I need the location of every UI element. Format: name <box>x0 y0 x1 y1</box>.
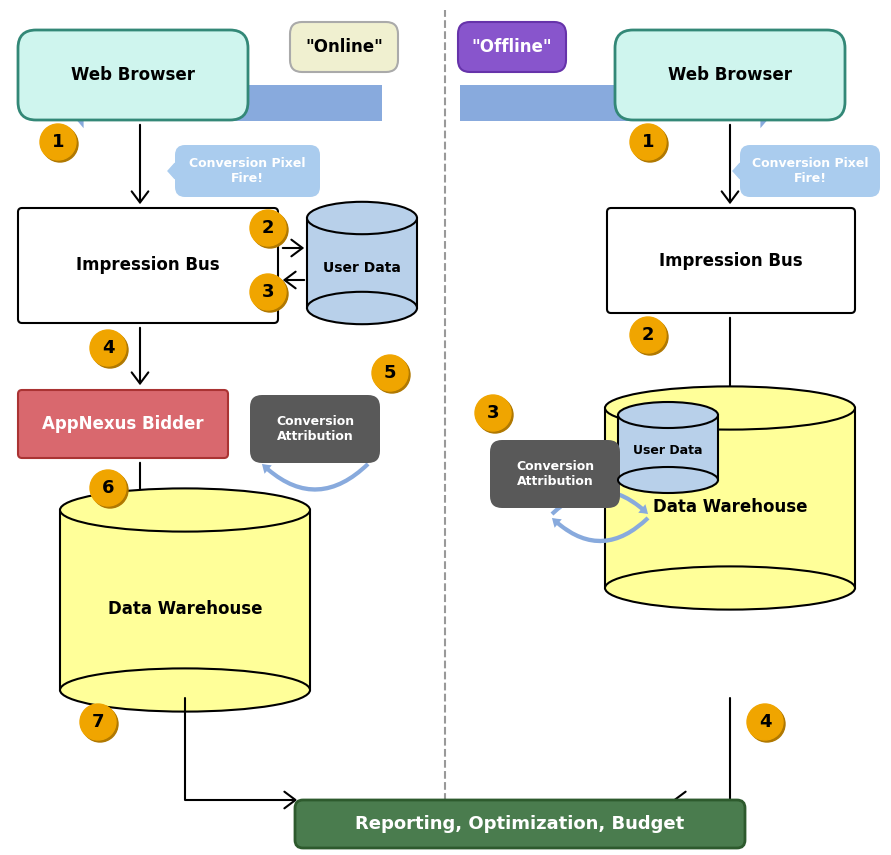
Text: Conversion
Attribution: Conversion Attribution <box>276 415 354 443</box>
Circle shape <box>632 126 668 162</box>
FancyBboxPatch shape <box>18 30 248 120</box>
Ellipse shape <box>60 488 310 532</box>
Circle shape <box>747 704 783 740</box>
Polygon shape <box>733 163 740 179</box>
FancyArrowPatch shape <box>552 516 650 543</box>
Circle shape <box>252 276 288 312</box>
Text: Conversion
Attribution: Conversion Attribution <box>516 460 594 488</box>
Text: Reporting, Optimization, Budget: Reporting, Optimization, Budget <box>356 815 684 833</box>
Polygon shape <box>62 78 382 128</box>
Text: 1: 1 <box>52 133 64 151</box>
Circle shape <box>40 124 76 160</box>
Circle shape <box>42 126 78 162</box>
Text: 5: 5 <box>384 364 396 382</box>
Ellipse shape <box>605 386 855 429</box>
Circle shape <box>630 317 666 353</box>
Text: Data Warehouse: Data Warehouse <box>108 600 262 618</box>
Circle shape <box>630 124 666 160</box>
Ellipse shape <box>60 669 310 711</box>
Text: 7: 7 <box>92 713 104 731</box>
Polygon shape <box>460 78 782 128</box>
Circle shape <box>749 706 785 742</box>
Text: "Online": "Online" <box>305 38 383 56</box>
Text: 4: 4 <box>102 339 114 357</box>
FancyBboxPatch shape <box>458 22 566 72</box>
Text: Impression Bus: Impression Bus <box>77 256 220 274</box>
Text: Web Browser: Web Browser <box>71 66 195 84</box>
Text: Conversion Pixel
Fire!: Conversion Pixel Fire! <box>189 157 306 185</box>
Ellipse shape <box>307 202 417 234</box>
FancyBboxPatch shape <box>490 440 620 508</box>
Text: User Data: User Data <box>323 261 401 274</box>
Circle shape <box>374 357 410 393</box>
Text: 2: 2 <box>642 326 654 344</box>
FancyBboxPatch shape <box>615 30 845 120</box>
Text: 2: 2 <box>262 219 274 237</box>
Polygon shape <box>618 415 718 480</box>
Text: 6: 6 <box>102 479 114 497</box>
Circle shape <box>90 470 126 506</box>
FancyArrowPatch shape <box>551 489 648 516</box>
Circle shape <box>477 397 513 433</box>
Polygon shape <box>168 163 175 179</box>
Circle shape <box>92 472 128 508</box>
Text: 3: 3 <box>262 283 274 301</box>
FancyArrowPatch shape <box>260 433 368 462</box>
FancyBboxPatch shape <box>175 145 320 197</box>
FancyBboxPatch shape <box>18 390 228 458</box>
Circle shape <box>92 332 128 368</box>
FancyBboxPatch shape <box>607 208 855 313</box>
Text: Web Browser: Web Browser <box>668 66 792 84</box>
Circle shape <box>82 706 118 742</box>
Circle shape <box>252 212 288 248</box>
Ellipse shape <box>307 292 417 324</box>
Circle shape <box>372 355 408 391</box>
Circle shape <box>250 274 286 310</box>
Text: 3: 3 <box>486 404 499 422</box>
Ellipse shape <box>618 402 718 428</box>
Polygon shape <box>605 408 855 588</box>
Text: "Offline": "Offline" <box>471 38 552 56</box>
Circle shape <box>80 704 116 740</box>
Text: Impression Bus: Impression Bus <box>659 251 803 269</box>
FancyBboxPatch shape <box>290 22 398 72</box>
FancyBboxPatch shape <box>740 145 880 197</box>
Text: 4: 4 <box>759 713 772 731</box>
Circle shape <box>475 395 511 431</box>
Text: Data Warehouse: Data Warehouse <box>653 498 807 516</box>
Polygon shape <box>307 218 417 308</box>
Circle shape <box>90 330 126 366</box>
FancyBboxPatch shape <box>18 208 278 323</box>
FancyBboxPatch shape <box>250 395 380 463</box>
FancyBboxPatch shape <box>295 800 745 848</box>
Text: AppNexus Bidder: AppNexus Bidder <box>42 415 204 433</box>
Ellipse shape <box>618 467 718 493</box>
Polygon shape <box>60 510 310 690</box>
Circle shape <box>632 319 668 355</box>
FancyArrowPatch shape <box>262 463 370 492</box>
Text: 1: 1 <box>642 133 654 151</box>
Text: User Data: User Data <box>634 445 703 457</box>
Circle shape <box>250 210 286 246</box>
Text: Conversion Pixel
Fire!: Conversion Pixel Fire! <box>752 157 868 185</box>
Ellipse shape <box>605 566 855 610</box>
